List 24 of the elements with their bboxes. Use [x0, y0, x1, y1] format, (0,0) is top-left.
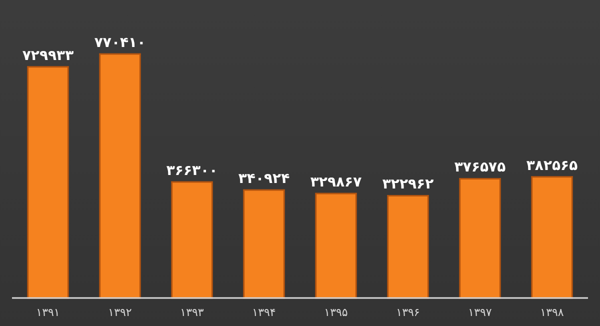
x-tick-label: ۱۳۹۸ — [540, 306, 564, 319]
bar — [99, 53, 141, 299]
data-label: ۳۶۶۳۰۰ — [166, 162, 218, 179]
bar — [315, 192, 357, 299]
bar — [531, 176, 573, 299]
bar — [27, 66, 69, 299]
bar — [459, 178, 501, 299]
data-label: ۳۲۹۸۶۷ — [310, 174, 362, 191]
data-label: ۳۷۶۵۷۵ — [454, 160, 506, 176]
x-tick-label: ۱۳۹۲ — [108, 306, 132, 319]
data-label: ۳۸۲۵۶۵ — [526, 158, 578, 174]
bar — [387, 194, 429, 299]
x-tick-label: ۱۳۹۵ — [324, 306, 348, 319]
data-label: ۳۴۰۹۲۴ — [238, 171, 290, 188]
x-tick-label: ۱۳۹۷ — [468, 306, 492, 319]
data-label: ۳۲۲۹۶۲ — [382, 176, 434, 193]
bar — [171, 181, 213, 299]
x-tick-label: ۱۳۹۴ — [252, 306, 276, 319]
bar — [243, 189, 285, 299]
data-label: ۷۷۰۴۱۰ — [94, 35, 146, 51]
data-label: ۷۲۹۹۳۳ — [22, 48, 74, 64]
x-tick-label: ۱۳۹۳ — [180, 306, 204, 319]
x-tick-label: ۱۳۹۱ — [36, 306, 60, 319]
x-tick-label: ۱۳۹۶ — [396, 306, 420, 319]
